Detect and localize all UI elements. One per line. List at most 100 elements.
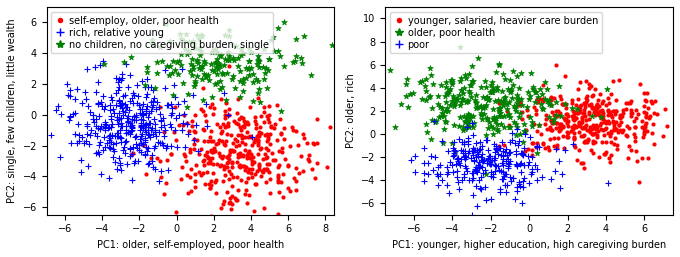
Point [147,159,158,163]
Point [221,155,232,159]
Point [103,125,114,129]
Point [260,67,271,71]
Point [498,100,509,104]
Point [476,111,487,115]
Point [211,50,222,54]
Point [233,122,243,126]
Point [126,96,137,100]
Point [141,122,152,126]
Point [442,183,453,187]
Point [545,95,556,99]
Point [588,141,598,145]
Point [99,125,110,129]
Point [158,116,169,120]
Point [263,148,274,152]
Point [473,166,484,170]
Point [196,49,207,53]
Point [609,142,619,146]
Point [571,107,582,111]
Point [184,40,194,44]
Point [621,133,632,137]
Point [459,127,470,131]
Point [623,101,634,105]
Point [530,90,541,94]
Point [568,143,579,147]
Point [448,140,459,144]
Point [498,162,509,167]
Point [530,112,541,116]
Point [252,169,262,173]
Point [126,178,137,182]
Point [222,160,233,164]
Point [224,34,235,39]
Point [481,172,492,176]
Point [516,152,527,156]
Point [462,139,473,143]
Point [245,66,256,70]
Point [223,113,234,117]
Point [473,148,484,152]
Point [65,115,75,119]
Point [244,59,255,63]
Point [510,133,521,137]
Point [84,142,95,146]
Point [310,176,321,180]
Point [260,156,271,160]
Point [253,79,264,83]
Point [205,139,216,143]
Point [420,122,431,126]
Point [199,163,209,167]
Point [125,154,136,158]
Point [505,90,515,94]
Point [287,125,298,129]
Point [127,151,138,155]
Legend: younger, salaried, heavier care burden, older, poor health, poor: younger, salaried, heavier care burden, … [390,12,602,53]
Point [146,104,157,108]
Point [410,154,421,158]
Point [120,124,131,128]
Point [464,83,475,87]
Point [544,115,555,119]
Point [135,107,146,111]
Point [497,103,508,107]
Point [478,158,489,162]
Point [499,174,510,178]
Point [484,162,495,166]
Point [636,119,647,123]
Point [452,97,462,101]
Point [219,63,230,67]
Point [245,49,256,53]
Point [235,68,246,72]
Point [489,156,500,160]
Point [116,103,126,107]
Point [99,104,110,108]
Point [649,111,660,115]
Point [135,111,146,115]
Point [572,124,583,128]
Point [207,150,218,154]
Point [141,77,152,81]
Point [553,136,564,140]
Point [491,144,502,148]
Point [263,68,274,72]
Point [263,113,274,117]
Point [514,180,525,184]
Point [276,150,287,154]
Point [188,67,199,71]
Point [200,182,211,187]
Point [141,149,152,153]
Point [539,80,550,85]
Point [447,78,458,82]
Point [249,209,260,214]
Point [149,167,160,171]
Point [219,173,230,177]
Point [273,49,284,53]
Point [457,97,468,101]
Point [208,146,219,150]
Point [515,161,526,165]
Point [493,145,504,150]
Point [441,91,452,95]
Point [244,156,255,160]
Point [462,151,473,155]
Point [456,157,466,161]
